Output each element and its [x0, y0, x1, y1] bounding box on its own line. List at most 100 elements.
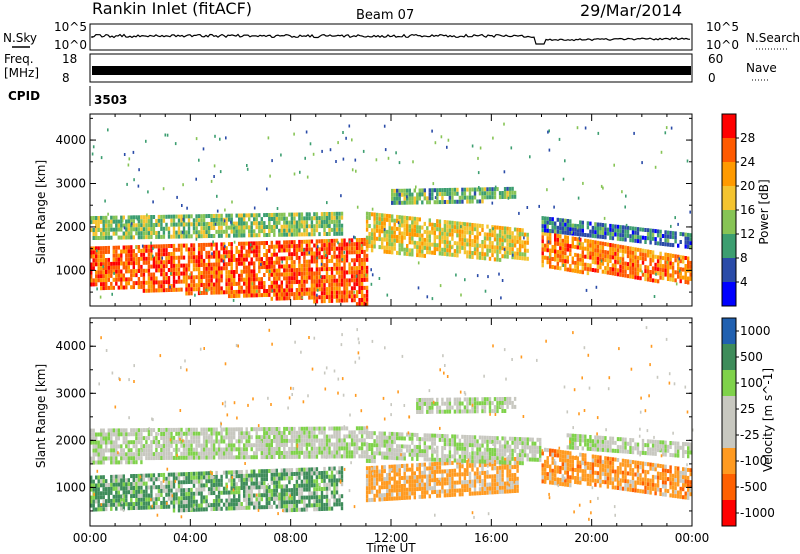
echo-cell	[283, 454, 286, 459]
echo-cell	[340, 266, 344, 271]
colorbar-tick-label: 24	[740, 155, 755, 169]
echo-cell	[253, 469, 256, 474]
echo-cell	[626, 262, 630, 267]
echo-cell	[641, 252, 645, 257]
echo-cell	[418, 241, 421, 246]
echo-cell	[363, 430, 366, 435]
echo-cell	[614, 228, 617, 233]
echo-cell	[215, 242, 218, 247]
echo-cell	[145, 448, 148, 453]
echo-cell	[122, 285, 125, 290]
echo-cell	[238, 506, 241, 511]
echo-cell	[285, 280, 288, 285]
echo-cell	[669, 257, 672, 262]
echo-cell	[185, 476, 188, 481]
echo-cell	[205, 234, 208, 239]
echo-cell	[215, 270, 218, 275]
echo-cell	[325, 438, 329, 443]
echo-cell	[463, 242, 467, 247]
echo-cell	[679, 279, 682, 284]
echo-cell	[413, 232, 416, 237]
echo-cell	[130, 490, 133, 495]
echo-cell	[185, 279, 188, 284]
echo-cell	[338, 290, 341, 295]
echo-cell	[210, 427, 213, 432]
echo-cell	[481, 248, 484, 252]
echo-cell	[363, 442, 366, 447]
echo-cell	[110, 478, 113, 483]
echo-cell	[333, 490, 336, 495]
echo-cell	[160, 252, 163, 257]
echo-cell	[220, 213, 223, 218]
echo-cell	[310, 239, 314, 244]
echo-cell	[396, 464, 399, 469]
echo-cell	[616, 236, 620, 241]
echo-cell	[122, 231, 125, 236]
echo-cell	[288, 508, 291, 513]
echo-cell	[90, 460, 93, 465]
echo-cell	[207, 270, 211, 275]
echo-cell	[125, 460, 128, 465]
echo-cell	[127, 223, 130, 228]
echo-cell	[152, 497, 156, 502]
echo-cell	[308, 295, 311, 300]
echo-cell	[508, 247, 512, 251]
echo-cell	[177, 500, 181, 505]
echo-cell	[172, 504, 176, 509]
echo-cell	[177, 243, 181, 248]
echo-cell	[335, 426, 339, 431]
echo-cell	[313, 255, 316, 260]
echo-cell	[488, 187, 492, 192]
echo-cell	[288, 220, 291, 225]
echo-cell	[421, 188, 424, 193]
echo-cell	[268, 469, 271, 473]
echo-cell	[187, 226, 191, 231]
echo-cell	[323, 474, 326, 479]
echo-cell	[207, 479, 211, 484]
echo-scatter	[386, 293, 389, 297]
echo-cell	[566, 231, 569, 235]
echo-cell	[381, 485, 384, 490]
echo-cell	[270, 268, 273, 273]
echo-cell	[243, 473, 246, 478]
echo-cell	[318, 442, 321, 447]
echo-cell	[120, 281, 123, 286]
echo-cell	[217, 431, 221, 436]
echo-cell	[170, 435, 173, 440]
echo-scatter	[96, 249, 98, 253]
echo-cell	[574, 231, 577, 236]
echo-cell	[248, 273, 251, 278]
echo-cell	[305, 467, 309, 472]
echo-cell	[283, 496, 286, 501]
echo-cell	[147, 231, 151, 236]
echo-cell	[353, 454, 356, 459]
echo-cell	[278, 212, 281, 217]
echo-cell	[233, 290, 236, 294]
echo-cell	[511, 190, 514, 195]
echo-cell	[278, 240, 281, 245]
echo-cell	[305, 446, 309, 451]
echo-cell	[501, 238, 504, 243]
echo-scatter	[216, 194, 218, 198]
noise-search-label: N.Search	[746, 31, 800, 45]
echo-cell	[245, 281, 248, 286]
echo-cell	[180, 218, 183, 223]
echo-cell	[508, 194, 512, 199]
echo-cell	[248, 213, 251, 218]
echo-cell	[368, 240, 371, 244]
echo-cell	[125, 257, 128, 262]
echo-cell	[443, 252, 447, 256]
echo-cell	[197, 471, 201, 476]
echo-cell	[197, 475, 201, 480]
echo-cell	[333, 242, 336, 247]
echo-cell	[428, 250, 431, 255]
echo-cell	[268, 284, 271, 289]
echo-cell	[295, 288, 299, 292]
echo-cell	[564, 235, 567, 240]
echo-cell	[145, 481, 148, 486]
noise-sky-label: N.Sky	[3, 31, 37, 45]
echo-cell	[325, 482, 329, 487]
echo-cell	[140, 284, 143, 289]
echo-cell	[200, 431, 203, 436]
echo-cell	[303, 251, 306, 256]
